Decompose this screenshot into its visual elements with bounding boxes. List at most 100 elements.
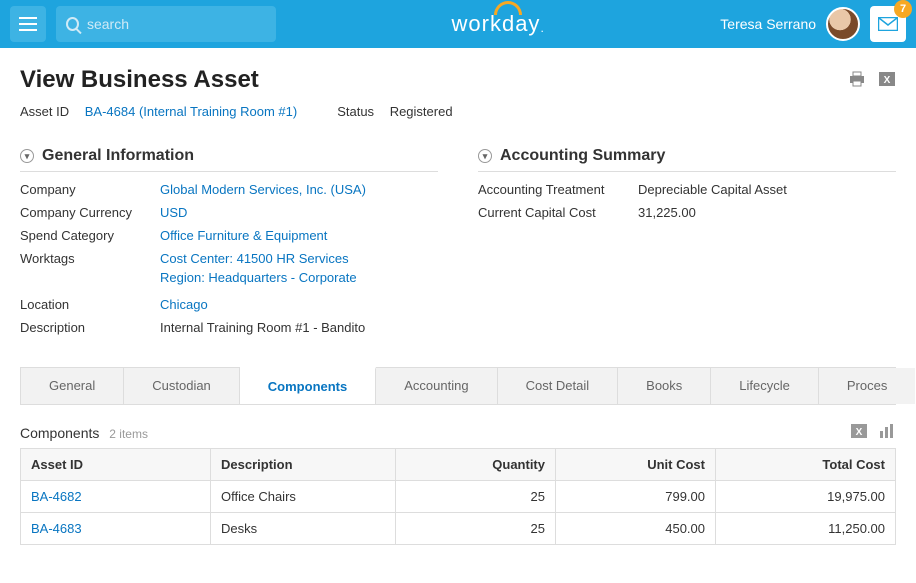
col-asset-id[interactable]: Asset ID: [21, 449, 211, 481]
svg-text:X: X: [856, 427, 863, 438]
components-count: 2 items: [109, 427, 148, 441]
components-header: Components 2 items X: [20, 423, 896, 442]
status-value: Registered: [390, 104, 453, 119]
table-chart-icon[interactable]: [878, 423, 896, 442]
treatment-row: Accounting Treatment Depreciable Capital…: [478, 182, 896, 197]
cell-quantity: 25: [396, 513, 556, 545]
tabs: General Custodian Components Accounting …: [20, 367, 896, 405]
capital-value: 31,225.00: [638, 205, 896, 220]
topbar: workday. Teresa Serrano 7: [0, 0, 916, 48]
chevron-down-icon: ▾: [20, 149, 34, 163]
treatment-value: Depreciable Capital Asset: [638, 182, 896, 197]
asset-id-link[interactable]: BA-4684 (Internal Training Room #1): [85, 104, 297, 119]
table-actions: X: [850, 423, 896, 442]
search-icon: [66, 17, 79, 31]
worktag-costcenter[interactable]: Cost Center: 41500 HR Services: [160, 251, 438, 266]
tab-cost-detail[interactable]: Cost Detail: [498, 368, 619, 404]
inbox-badge: 7: [894, 0, 912, 18]
cell-total-cost: 11,250.00: [716, 513, 896, 545]
treatment-label: Accounting Treatment: [478, 182, 638, 197]
hamburger-icon: [19, 17, 37, 31]
tab-books[interactable]: Books: [618, 368, 711, 404]
company-label: Company: [20, 182, 160, 197]
search-input[interactable]: [87, 16, 266, 32]
col-unit-cost[interactable]: Unit Cost: [556, 449, 716, 481]
tab-components[interactable]: Components: [240, 367, 376, 404]
currency-link[interactable]: USD: [160, 205, 187, 220]
tab-accounting[interactable]: Accounting: [376, 368, 497, 404]
spend-row: Spend Category Office Furniture & Equipm…: [20, 228, 438, 243]
export-excel-icon[interactable]: X: [878, 71, 896, 90]
spend-label: Spend Category: [20, 228, 160, 243]
user-area: Teresa Serrano 7: [720, 6, 906, 42]
title-row: View Business Asset X: [20, 66, 896, 94]
title-actions: X: [848, 71, 896, 90]
capital-row: Current Capital Cost 31,225.00: [478, 205, 896, 220]
general-heading-row[interactable]: ▾ General Information: [20, 147, 438, 172]
cell-description: Desks: [211, 513, 396, 545]
table-export-excel-icon[interactable]: X: [850, 423, 868, 442]
meta-row: Asset ID BA-4684 (Internal Training Room…: [20, 104, 896, 119]
components-table: Asset ID Description Quantity Unit Cost …: [20, 448, 896, 545]
asset-id-link[interactable]: BA-4682: [31, 489, 82, 504]
currency-row: Company Currency USD: [20, 205, 438, 220]
status-field: Status Registered: [337, 104, 452, 119]
cell-unit-cost: 450.00: [556, 513, 716, 545]
status-label: Status: [337, 104, 374, 119]
table-header-row: Asset ID Description Quantity Unit Cost …: [21, 449, 896, 481]
logo-arc-icon: [494, 1, 522, 15]
description-value: Internal Training Room #1 - Bandito: [160, 320, 438, 335]
avatar[interactable]: [826, 7, 860, 41]
cell-unit-cost: 799.00: [556, 481, 716, 513]
cell-total-cost: 19,975.00: [716, 481, 896, 513]
asset-id-field: Asset ID BA-4684 (Internal Training Room…: [20, 104, 297, 119]
page-body: View Business Asset X Asset ID BA-4684 (…: [0, 48, 916, 575]
currency-label: Company Currency: [20, 205, 160, 220]
location-link[interactable]: Chicago: [160, 297, 208, 312]
print-icon[interactable]: [848, 71, 866, 90]
inbox-icon: [878, 17, 898, 31]
description-label: Description: [20, 320, 160, 335]
spend-link[interactable]: Office Furniture & Equipment: [160, 228, 327, 243]
table-row: BA-4683 Desks25450.0011,250.00: [21, 513, 896, 545]
general-heading: General Information: [42, 147, 194, 165]
section-general: ▾ General Information Company Global Mod…: [20, 147, 438, 343]
accounting-heading: Accounting Summary: [500, 147, 665, 165]
cell-asset-id: BA-4682: [21, 481, 211, 513]
user-name[interactable]: Teresa Serrano: [720, 16, 816, 32]
location-label: Location: [20, 297, 160, 312]
search-container[interactable]: [56, 6, 276, 42]
cell-description: Office Chairs: [211, 481, 396, 513]
col-total-cost[interactable]: Total Cost: [716, 449, 896, 481]
asset-id-label: Asset ID: [20, 104, 69, 119]
components-title: Components: [20, 425, 99, 441]
company-link[interactable]: Global Modern Services, Inc. (USA): [160, 182, 366, 197]
col-quantity[interactable]: Quantity: [396, 449, 556, 481]
tab-general[interactable]: General: [21, 368, 124, 404]
menu-button[interactable]: [10, 6, 46, 42]
tab-lifecycle[interactable]: Lifecycle: [711, 368, 819, 404]
accounting-heading-row[interactable]: ▾ Accounting Summary: [478, 147, 896, 172]
description-row: Description Internal Training Room #1 - …: [20, 320, 438, 335]
worktags-row: Worktags Cost Center: 41500 HR Services …: [20, 251, 438, 289]
chevron-down-icon: ▾: [478, 149, 492, 163]
capital-label: Current Capital Cost: [478, 205, 638, 220]
col-description[interactable]: Description: [211, 449, 396, 481]
tab-custodian[interactable]: Custodian: [124, 368, 240, 404]
page-title: View Business Asset: [20, 66, 259, 94]
cell-asset-id: BA-4683: [21, 513, 211, 545]
asset-id-link[interactable]: BA-4683: [31, 521, 82, 536]
brand-logo: workday.: [452, 11, 545, 37]
sections: ▾ General Information Company Global Mod…: [20, 147, 896, 343]
company-row: Company Global Modern Services, Inc. (US…: [20, 182, 438, 197]
components-title-wrap: Components 2 items: [20, 425, 148, 441]
tab-process[interactable]: Proces: [819, 368, 915, 404]
svg-text:X: X: [884, 75, 891, 86]
table-row: BA-4682 Office Chairs25799.0019,975.00: [21, 481, 896, 513]
worktags-label: Worktags: [20, 251, 160, 289]
cell-quantity: 25: [396, 481, 556, 513]
inbox-button[interactable]: 7: [870, 6, 906, 42]
worktag-region[interactable]: Region: Headquarters - Corporate: [160, 270, 438, 285]
section-accounting: ▾ Accounting Summary Accounting Treatmen…: [478, 147, 896, 343]
location-row: Location Chicago: [20, 297, 438, 312]
